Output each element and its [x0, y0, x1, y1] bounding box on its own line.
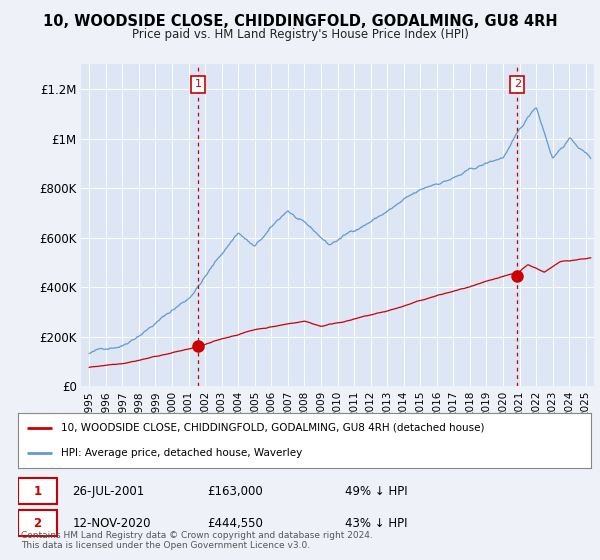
Text: HPI: Average price, detached house, Waverley: HPI: Average price, detached house, Wave… [61, 448, 302, 458]
Text: Price paid vs. HM Land Registry's House Price Index (HPI): Price paid vs. HM Land Registry's House … [131, 28, 469, 41]
Text: 26-JUL-2001: 26-JUL-2001 [73, 485, 145, 498]
Text: £163,000: £163,000 [207, 485, 263, 498]
Text: 2: 2 [514, 79, 521, 89]
Text: 1: 1 [34, 485, 41, 498]
Text: £444,550: £444,550 [207, 516, 263, 530]
Text: 10, WOODSIDE CLOSE, CHIDDINGFOLD, GODALMING, GU8 4RH (detached house): 10, WOODSIDE CLOSE, CHIDDINGFOLD, GODALM… [61, 423, 484, 432]
FancyBboxPatch shape [18, 478, 57, 504]
FancyBboxPatch shape [18, 510, 57, 536]
Text: 43% ↓ HPI: 43% ↓ HPI [344, 516, 407, 530]
Text: 1: 1 [194, 79, 202, 89]
Text: 12-NOV-2020: 12-NOV-2020 [73, 516, 151, 530]
Text: 2: 2 [34, 516, 41, 530]
Text: 10, WOODSIDE CLOSE, CHIDDINGFOLD, GODALMING, GU8 4RH: 10, WOODSIDE CLOSE, CHIDDINGFOLD, GODALM… [43, 14, 557, 29]
Text: Contains HM Land Registry data © Crown copyright and database right 2024.
This d: Contains HM Land Registry data © Crown c… [21, 530, 373, 550]
Text: 49% ↓ HPI: 49% ↓ HPI [344, 485, 407, 498]
